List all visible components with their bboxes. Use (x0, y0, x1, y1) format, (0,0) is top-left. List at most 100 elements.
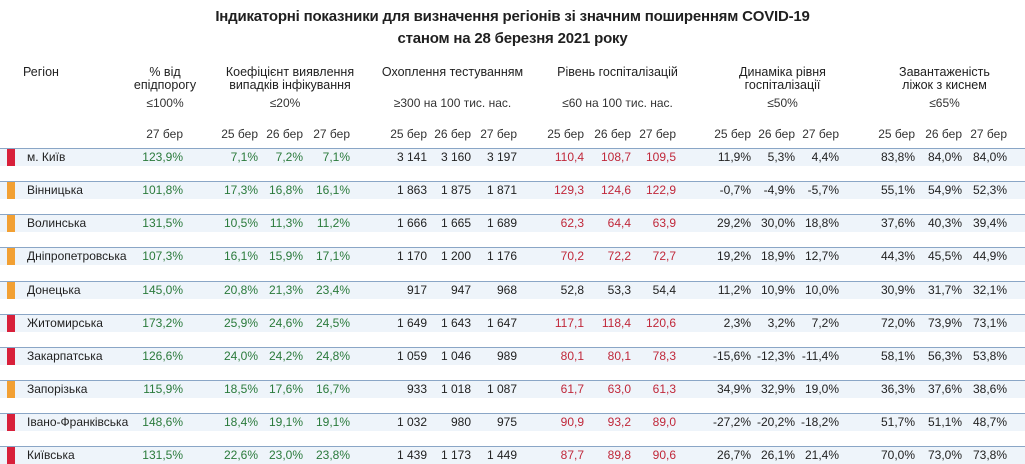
risk-flag-marker (7, 182, 15, 199)
cell-h26: 63,0 (607, 382, 631, 396)
table-row: Вінницька 101,8% 17,3% 16,8% 16,1% 1 863 1 875… (0, 181, 1025, 199)
cell-dy27: 10,0% (804, 283, 839, 297)
header-beds-line2: ліжок з киснем (902, 78, 987, 92)
cell-epi: 131,5% (142, 216, 183, 230)
cell-h25: 62,3 (560, 216, 584, 230)
date-dyn-27: 27 бер (802, 127, 839, 141)
date-beds-27: 27 бер (970, 127, 1007, 141)
cell-h25: 110,4 (554, 150, 584, 164)
cell-t25: 933 (406, 382, 427, 396)
report-title: Індикаторні показники для визначення рег… (0, 6, 1025, 50)
cell-b27: 38,6% (972, 382, 1007, 396)
cell-t25: 1 170 (396, 249, 427, 263)
cell-h27: 61,3 (652, 382, 676, 396)
cell-t27: 1 689 (486, 216, 517, 230)
cell-b26: 54,9% (927, 183, 962, 197)
cell-dy26: 3,2% (767, 316, 795, 330)
cell-c25: 16,1% (223, 249, 258, 263)
cell-c25: 22,6% (223, 448, 258, 462)
cell-h25: 117,1 (554, 316, 584, 330)
date-hosp-26: 26 бер (594, 127, 631, 141)
cell-c27: 16,1% (315, 183, 350, 197)
header-beds-line1: Завантаженість (899, 65, 990, 79)
cell-dy26: 26,1% (760, 448, 795, 462)
cell-b26: 84,0% (927, 150, 962, 164)
cell-b27: 32,1% (972, 283, 1007, 297)
cell-h27: 120,6 (645, 316, 676, 330)
cell-b26: 37,6% (927, 382, 962, 396)
cell-b25: 83,8% (880, 150, 915, 164)
date-test-27: 27 бер (480, 127, 517, 141)
cell-h26: 72,2 (607, 249, 631, 263)
cell-t27: 1 647 (486, 316, 517, 330)
cell-c27: 7,1% (322, 150, 350, 164)
cell-epi: 131,5% (142, 448, 183, 462)
cell-b25: 72,0% (880, 316, 915, 330)
cell-b26: 40,3% (927, 216, 962, 230)
header-dyn-line2: госпіталізації (744, 78, 821, 92)
cell-b25: 58,1% (880, 349, 915, 363)
cell-c27: 16,7% (315, 382, 350, 396)
cell-h27: 63,9 (652, 216, 676, 230)
cell-t25: 1 059 (396, 349, 427, 363)
cell-b26: 73,9% (927, 316, 962, 330)
cell-t26: 3 160 (440, 150, 471, 164)
cell-b27: 73,8% (972, 448, 1007, 462)
cell-h25: 87,7 (560, 448, 584, 462)
cell-b25: 37,6% (880, 216, 915, 230)
cell-b25: 70,0% (880, 448, 915, 462)
cell-c26: 11,3% (269, 216, 303, 230)
cell-t26: 1 200 (440, 249, 471, 263)
date-coef-25: 25 бер (221, 127, 258, 141)
cell-h27: 109,5 (645, 150, 676, 164)
cell-epi: 126,6% (142, 349, 183, 363)
region-name: Івано-Франківська (27, 415, 129, 429)
cell-c27: 23,4% (315, 283, 350, 297)
cell-dy26: -20,2% (756, 415, 795, 429)
cell-h25: 52,8 (560, 283, 584, 297)
cell-t25: 1 666 (396, 216, 427, 230)
cell-epi: 173,2% (142, 316, 183, 330)
cell-dy27: 7,2% (811, 316, 839, 330)
cell-c26: 17,6% (268, 382, 303, 396)
risk-flag-marker (7, 381, 15, 398)
title-line-1: Індикаторні показники для визначення рег… (215, 8, 810, 25)
cell-t25: 3 141 (396, 150, 427, 164)
cell-dy27: -5,7% (807, 183, 839, 197)
header-coef-line2: випадків інфікування (229, 78, 351, 92)
cell-h26: 80,1 (607, 349, 631, 363)
cell-h27: 89,0 (652, 415, 676, 429)
cell-dy26: 5,3% (767, 150, 795, 164)
cell-b26: 51,1% (927, 415, 962, 429)
cell-h27: 54,4 (652, 283, 676, 297)
cell-t26: 1 018 (440, 382, 471, 396)
cell-t26: 1 046 (440, 349, 471, 363)
table-row: Закарпатська 126,6% 24,0% 24,2% 24,8% 1 059 1 … (0, 347, 1025, 365)
table-row: Запорізька 115,9% 18,5% 17,6% 16,7% 933 1 018 1… (0, 380, 1025, 398)
cell-t27: 989 (496, 349, 517, 363)
cell-h27: 72,7 (652, 249, 676, 263)
cell-c25: 10,5% (223, 216, 258, 230)
header-coef-line1: Коефіцієнт виявлення (225, 65, 355, 79)
cell-dy26: -4,9% (763, 183, 795, 197)
risk-flag-marker (7, 447, 15, 464)
cell-c25: 24,0% (223, 349, 258, 363)
cell-h26: 108,7 (600, 150, 631, 164)
cell-c27: 24,5% (315, 316, 350, 330)
cell-dy25: 2,3% (723, 316, 751, 330)
cell-b27: 44,9% (972, 249, 1007, 263)
cell-b25: 51,7% (880, 415, 915, 429)
cell-c26: 15,9% (268, 249, 303, 263)
cell-b25: 44,3% (880, 249, 915, 263)
cell-t25: 1 032 (396, 415, 427, 429)
region-name: Вінницька (27, 183, 83, 197)
cell-c26: 23,0% (268, 448, 303, 462)
cell-dy25: -15,6% (712, 349, 751, 363)
cell-t27: 1 449 (486, 448, 517, 462)
cell-dy27: 18,8% (804, 216, 839, 230)
cell-h25: 90,9 (560, 415, 584, 429)
risk-flag-marker (7, 149, 15, 166)
region-name: Донецька (27, 283, 81, 297)
cell-t27: 975 (496, 415, 517, 429)
cell-dy26: -12,3% (756, 349, 795, 363)
